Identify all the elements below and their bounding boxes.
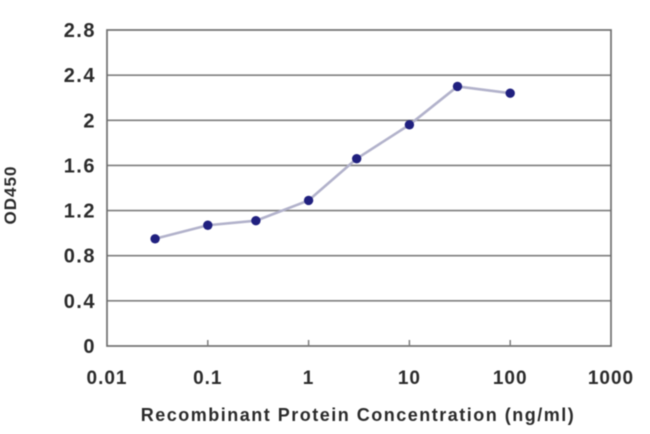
- x-tick-label: 10: [398, 368, 421, 389]
- data-point-marker: [203, 220, 213, 230]
- x-tick-label: 1: [303, 368, 315, 389]
- data-point-marker: [404, 120, 415, 130]
- y-gridlines: [107, 74, 611, 302]
- x-axis-ticks: [207, 340, 511, 346]
- y-tick-label: 1.2: [64, 201, 96, 223]
- x-tick-label: 100: [493, 368, 528, 389]
- x-tick-label: 1000: [588, 368, 634, 389]
- series-line: [154, 85, 511, 241]
- x-axis-title: Recombinant Protein Concentration (ng/ml…: [141, 405, 576, 425]
- y-axis-title: OD450: [1, 166, 20, 225]
- data-point-marker: [351, 153, 362, 164]
- y-tick-label: 0: [83, 336, 96, 358]
- data-point-marker: [303, 195, 314, 206]
- y-tick-label: 2.8: [64, 20, 96, 42]
- data-series: [150, 81, 515, 244]
- data-point-marker: [505, 88, 515, 98]
- x-tick-labels: 0.01 0.1 1 10 100 1000: [87, 368, 634, 389]
- data-point-marker: [251, 216, 261, 226]
- data-point-marker: [452, 81, 463, 92]
- y-tick-label: 0.8: [64, 246, 96, 268]
- plot-border: [106, 29, 612, 347]
- y-tick-label: 0.4: [64, 291, 96, 313]
- y-tick-labels: 0 0.4 0.8 1.2 1.6 2 2.4 2.8: [64, 20, 96, 358]
- x-tick-label: 0.01: [87, 368, 128, 389]
- y-tick-label: 2.4: [64, 65, 96, 87]
- y-tick-label: 1.6: [64, 155, 96, 177]
- x-tick-label: 0.1: [193, 368, 222, 389]
- y-tick-label: 2: [83, 110, 96, 132]
- plot-frame: [106, 29, 612, 347]
- data-point-marker: [150, 234, 160, 244]
